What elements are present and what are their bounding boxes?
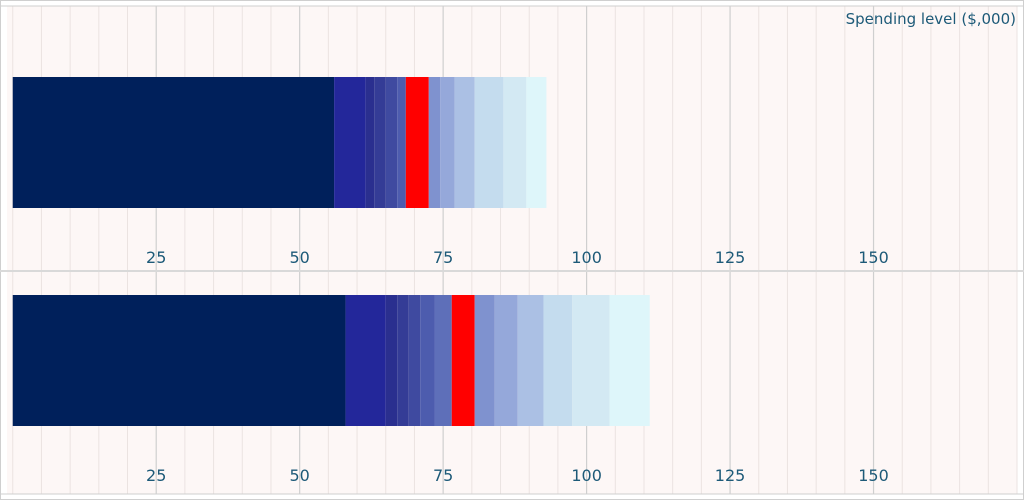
tick-label: 75 (433, 248, 453, 267)
bar-segment (385, 295, 398, 426)
bar-segment (12, 295, 346, 426)
bar-segment (440, 77, 455, 208)
bar-segment (428, 77, 441, 208)
tick-label: 125 (715, 248, 746, 267)
tick-label: 100 (571, 248, 602, 267)
bar-segment (397, 295, 409, 426)
bar-segment (374, 77, 386, 208)
bar-segment (385, 77, 398, 208)
bar-segment (474, 295, 495, 426)
bar-segment (408, 295, 421, 426)
current-level-marker (451, 295, 475, 426)
tick-label: 50 (289, 466, 309, 485)
bar-segment (503, 77, 527, 208)
tick-label: 150 (858, 466, 889, 485)
tick-label: 25 (146, 248, 166, 267)
bar-segment (609, 295, 650, 426)
bar-segment (543, 295, 573, 426)
axis-title: Spending level ($,000) (845, 10, 1016, 28)
bar-segment (365, 77, 375, 208)
bar-segment (420, 295, 435, 426)
tick-label: 75 (433, 466, 453, 485)
tick-label: 150 (858, 248, 889, 267)
current-level-marker (405, 77, 429, 208)
bar-segment (434, 295, 452, 426)
bar-segment (572, 295, 610, 426)
bar-segment (397, 77, 406, 208)
bar-segment (494, 295, 518, 426)
bar-segment (474, 77, 504, 208)
tick-label: 125 (715, 466, 746, 485)
bar-segment (345, 295, 386, 426)
bar-segment (454, 77, 475, 208)
bar-segment (526, 77, 547, 208)
tick-label: 25 (146, 466, 166, 485)
bar-segment (517, 295, 544, 426)
bar-segment (12, 77, 335, 208)
tick-label: 50 (289, 248, 309, 267)
bar-segment (334, 77, 366, 208)
tick-label: 100 (571, 466, 602, 485)
